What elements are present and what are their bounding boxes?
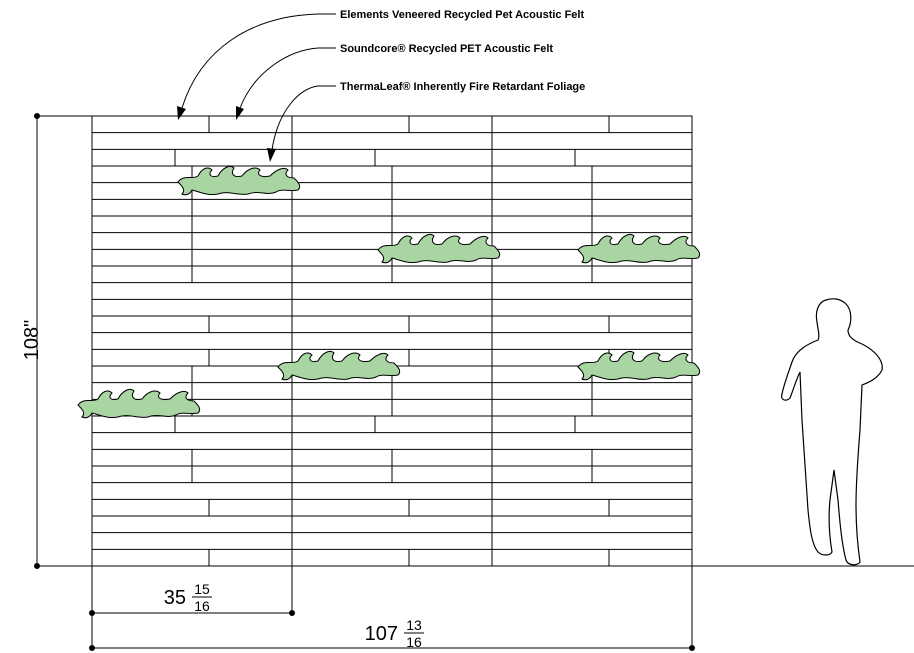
dimension-numerator: 15 bbox=[194, 581, 210, 597]
dimension-whole: 35 bbox=[164, 587, 186, 609]
dimension-lines bbox=[34, 113, 914, 651]
foliage-cluster bbox=[577, 233, 701, 264]
callout-label: Soundcore® Recycled PET Acoustic Felt bbox=[340, 43, 553, 55]
foliage-cluster bbox=[377, 233, 501, 264]
dimension-numerator: 13 bbox=[406, 617, 422, 633]
foliage bbox=[77, 165, 701, 419]
dimension-denominator: 16 bbox=[194, 598, 210, 614]
dimension-denominator: 16 bbox=[406, 634, 422, 650]
foliage-cluster bbox=[77, 388, 201, 419]
foliage-cluster bbox=[277, 350, 401, 381]
callout-label: ThermaLeaf® Inherently Fire Retardant Fo… bbox=[340, 81, 585, 93]
leader-lines bbox=[181, 13, 336, 151]
callout-label: Elements Veneered Recycled Pet Acoustic … bbox=[340, 9, 584, 21]
person-silhouette bbox=[781, 298, 883, 566]
height-dimension: 108" bbox=[21, 320, 43, 360]
foliage-cluster bbox=[577, 350, 701, 381]
dimension-whole: 107 bbox=[365, 623, 398, 645]
foliage-cluster bbox=[177, 165, 301, 196]
arrowheads bbox=[177, 106, 276, 162]
